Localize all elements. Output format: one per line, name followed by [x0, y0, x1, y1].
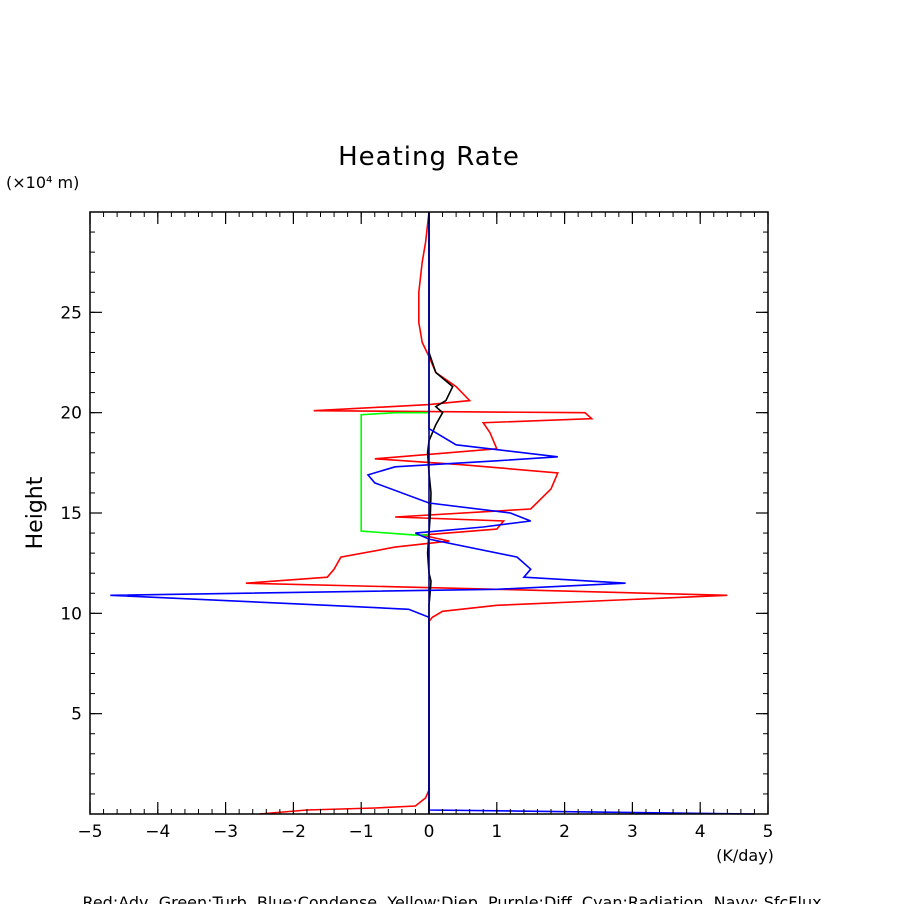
- y-tick-label: 15: [60, 504, 82, 524]
- x-tick-label: −5: [77, 822, 102, 842]
- x-tick-label: 4: [695, 822, 706, 842]
- x-tick-label: 0: [424, 822, 435, 842]
- plot-frame: [89, 211, 769, 815]
- x-tick-label: −3: [213, 822, 238, 842]
- y-tick-label: 20: [60, 404, 82, 424]
- x-tick-label: 2: [559, 822, 570, 842]
- x-tick-label: 1: [491, 822, 502, 842]
- series-line-0: [245, 211, 728, 815]
- series-layer: [110, 211, 755, 815]
- legend-footer: Red:Adv, Green:Turb, Blue:Condense, Yell…: [82, 893, 821, 904]
- y-tick-label: 5: [71, 705, 82, 725]
- x-tick-label: −4: [145, 822, 170, 842]
- axes-layer: −5 −4 −3 −2 −1 0 1 2 3 4 5 5 10 15 20 25: [60, 211, 774, 842]
- series-line-1: [360, 411, 429, 536]
- x-tick-label: −2: [281, 822, 306, 842]
- series-line-2: [426, 212, 454, 814]
- x-tick-label: −1: [349, 822, 374, 842]
- x-tick-label: 5: [763, 822, 774, 842]
- y-tick-label: 10: [60, 604, 82, 624]
- y-unit-label: (×10⁴ m): [6, 173, 79, 192]
- x-unit-label: (K/day): [716, 846, 774, 865]
- y-tick-label: 25: [60, 303, 82, 323]
- series-line-3: [110, 212, 755, 815]
- x-tick-label: 3: [627, 822, 638, 842]
- chart-title: Heating Rate: [338, 142, 520, 172]
- y-axis-label: Height: [23, 476, 48, 549]
